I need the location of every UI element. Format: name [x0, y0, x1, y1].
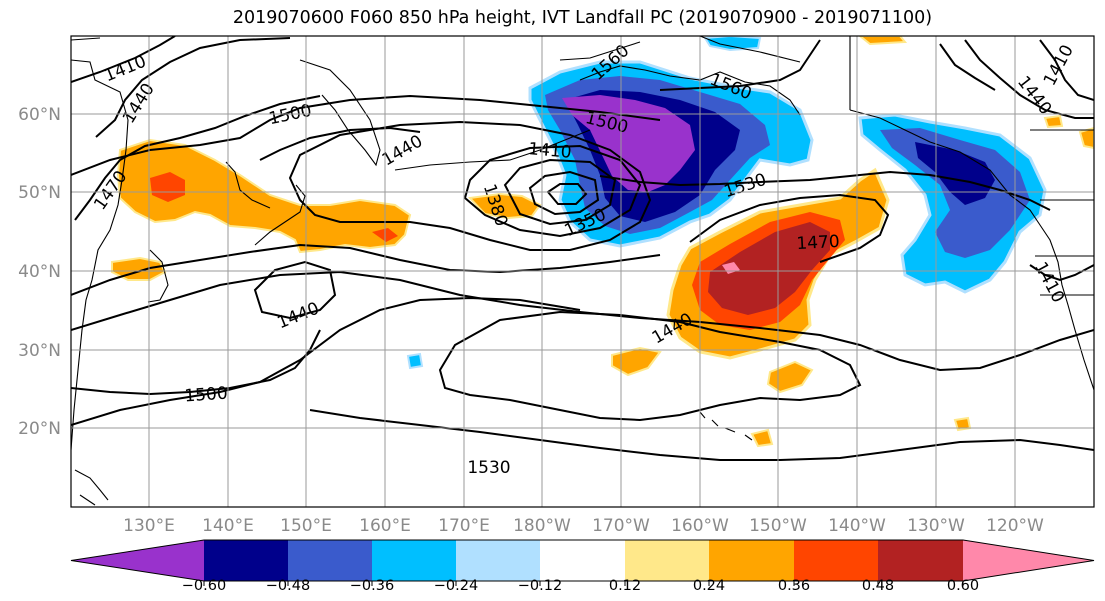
lon-label: 120°W — [986, 516, 1044, 536]
lon-label: 160°W — [671, 516, 729, 536]
colorbar: −0.60 −0.48 −0.36 −0.24 −0.12 0.12 0.24 0.36 0.4… — [70, 539, 1095, 594]
lon-label: 130°W — [907, 516, 965, 536]
lon-label: 160°E — [359, 516, 411, 536]
contour-1440-alaska — [939, 43, 996, 91]
lon-label: 130°E — [123, 516, 175, 536]
contour-low-5 — [546, 183, 588, 205]
shade-negative-gulf-core — [562, 95, 695, 192]
shade-positive-asia-core — [150, 172, 185, 202]
coastline-kamchatka — [299, 59, 381, 167]
colorbar-tick-label: −0.24 — [434, 578, 478, 594]
contour-1530-south — [71, 296, 1094, 461]
colorbar-tick-label: −0.12 — [518, 578, 562, 594]
gridlines — [71, 36, 1094, 507]
lon-label: 170°E — [438, 516, 490, 536]
shade-positive-pacific-7 — [1078, 126, 1094, 150]
map-frame — [70, 35, 1095, 508]
contour-low-2 — [463, 144, 642, 238]
shade-positive-pacific-4 — [766, 360, 814, 394]
shade-positive-pacific-5 — [750, 428, 774, 448]
contour-label: 1500 — [184, 384, 229, 407]
colorbar-tick-label: −0.36 — [350, 578, 394, 594]
colorbar-segment — [794, 540, 878, 581]
colorbar-segment — [878, 540, 963, 581]
lat-label: 40°N — [18, 262, 61, 282]
contour-1440-ne — [964, 39, 1094, 119]
colorbar-segment — [288, 540, 372, 581]
shade-negative-small — [406, 352, 424, 370]
lon-label: 150°E — [280, 516, 332, 536]
contour-1410-nw — [71, 36, 176, 83]
shade-negative-arctic — [703, 36, 762, 52]
contour-1470-east — [599, 170, 1051, 211]
lon-label: 170°W — [592, 516, 650, 536]
lon-label: 150°W — [749, 516, 807, 536]
contour-label: 1530 — [467, 458, 510, 478]
contour-label: 1410 — [527, 139, 572, 163]
lat-label: 30°N — [18, 341, 61, 361]
shade-positive-asia — [116, 138, 412, 254]
colorbar-segment — [963, 540, 1094, 581]
contour-1440-nw — [95, 37, 291, 138]
colorbar-tick-label: 0.36 — [778, 578, 810, 594]
shade-positive-arctic — [858, 36, 908, 46]
coastlines — [71, 36, 1094, 506]
colorbar-tick-label: 0.24 — [693, 578, 725, 594]
contour-low-outer — [288, 120, 652, 251]
contour-label: 1470 — [796, 232, 840, 254]
contour-1470-asia — [74, 95, 321, 221]
contour-1440-mid — [71, 243, 661, 296]
shade-positive-pacific-3 — [611, 346, 662, 377]
coastline-america — [849, 109, 1094, 391]
contour-1560-loop — [438, 310, 862, 422]
colorbar-segment — [625, 540, 709, 581]
border-canada-us — [849, 36, 1094, 296]
longitude-labels: 130°E 140°E 150°E 160°E 170°E 180°W 170°W 160°W… — [123, 516, 1044, 536]
lat-label: 60°N — [18, 105, 61, 125]
contour-1500-west — [71, 329, 321, 396]
shade-positive-asia-3 — [467, 192, 542, 220]
contour-1440-small — [253, 260, 337, 320]
colorbar-tick-label: 0.60 — [947, 578, 979, 594]
height-contours — [71, 36, 1094, 461]
lat-label: 50°N — [18, 183, 61, 203]
shade-negative-nw-3 — [915, 142, 995, 205]
coastline-korea — [147, 249, 169, 303]
colorbar-segment — [71, 540, 204, 581]
latitude-labels: 60°N 50°N 40°N 30°N 20°N — [18, 105, 61, 439]
contour-1410-se — [1029, 264, 1094, 282]
colorbar-tick-label: 0.48 — [862, 578, 894, 594]
colorbar-segment — [204, 540, 288, 581]
shade-positive-pacific-core — [708, 222, 830, 315]
coastline-philippines — [74, 469, 109, 506]
colorbar-tick-label: −0.48 — [266, 578, 310, 594]
contour-1410-ne — [1039, 39, 1094, 101]
coastline-japan — [225, 161, 306, 246]
coastline-hawaii — [699, 411, 753, 441]
shade-positive-pacific-8 — [1043, 114, 1064, 129]
colorbar-segment — [540, 540, 625, 581]
colorbar-tick-label: −0.60 — [182, 578, 226, 594]
colorbar-segment — [456, 540, 540, 581]
contour-1500-north — [71, 94, 661, 176]
ivt-shading — [111, 36, 1094, 448]
lon-label: 180°W — [513, 516, 571, 536]
colorbar-segment — [372, 540, 456, 581]
lon-label: 140°E — [202, 516, 254, 536]
contour-1440-kamchatka — [259, 126, 421, 161]
lat-label: 20°N — [18, 419, 61, 439]
colorbar-segment — [709, 540, 794, 581]
colorbar-tick-label: 0.12 — [609, 578, 641, 594]
figure-title: 2019070600 F060 850 hPa height, IVT Land… — [232, 8, 933, 28]
lon-label: 140°W — [828, 516, 886, 536]
coastline-aleutians — [394, 129, 591, 171]
